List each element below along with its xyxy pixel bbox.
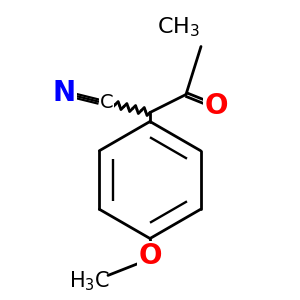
Text: O: O <box>138 242 162 271</box>
Text: $\mathregular{CH_3}$: $\mathregular{CH_3}$ <box>157 15 200 39</box>
Text: O: O <box>204 92 228 121</box>
Text: C: C <box>100 93 113 112</box>
Text: $\mathregular{H_3C}$: $\mathregular{H_3C}$ <box>69 270 111 293</box>
Text: N: N <box>53 79 76 107</box>
